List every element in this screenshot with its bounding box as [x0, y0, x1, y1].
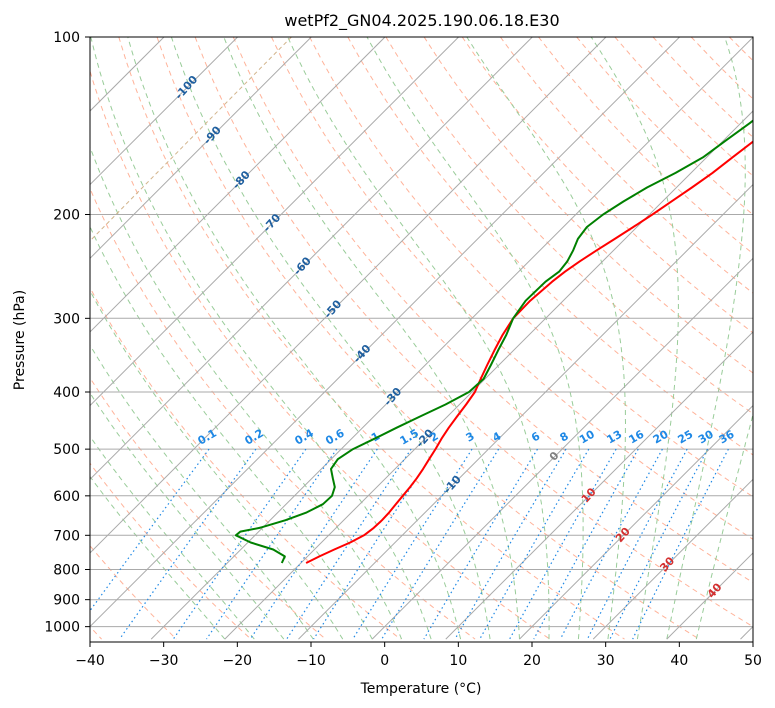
isotherm-line	[445, 331, 753, 640]
dry-adiabat-line	[90, 187, 476, 640]
x-tick-label: 30	[597, 653, 615, 669]
mixing-ratio-line	[609, 448, 709, 640]
dry-adiabat-line	[271, 37, 753, 540]
mixing-ratio-line	[381, 448, 500, 640]
mixing-ratio-line	[533, 448, 639, 640]
mixing-ratio-line	[479, 448, 590, 640]
isotherm-line	[371, 257, 753, 640]
moist-adiabat-line	[466, 37, 626, 640]
mixing-ratio-line	[559, 448, 663, 640]
plot-area: -100-90-80-70-60-50-40-30-20-100.1 0.2 0.4…	[90, 37, 753, 640]
mixing-ratio-line	[206, 448, 338, 640]
moist-adiabat-line	[666, 37, 746, 640]
dry-adiabat-line	[232, 37, 753, 584]
mixing-ratio-line	[249, 448, 378, 640]
isotherm-line	[592, 478, 753, 640]
y-tick-label: 200	[53, 208, 80, 224]
mixing-ratio-line	[454, 448, 567, 640]
moist-adiabat-line	[90, 392, 285, 640]
mixing-ratio-line	[423, 448, 539, 640]
isotherm-line	[90, 37, 533, 481]
isotherm-line	[298, 183, 753, 640]
y-tick-label: 500	[53, 442, 80, 458]
dry-adiabat-line	[118, 37, 625, 640]
moist-adiabat-line	[590, 37, 679, 640]
mixing-ratio-line	[90, 448, 210, 612]
isotherm-line	[90, 37, 386, 333]
dry-adiabat-line	[90, 462, 252, 640]
plot-frame	[89, 36, 754, 643]
dry-adiabat-line	[194, 37, 753, 628]
y-tick-label: 600	[53, 489, 80, 505]
dry-adiabat-line	[385, 37, 753, 415]
moist-adiabat-line	[90, 475, 226, 640]
mixing-ratio-line	[172, 448, 307, 640]
y-tick-label: 100	[53, 30, 80, 46]
x-tick-label: −20	[223, 653, 253, 669]
temperature-profile-line	[305, 140, 753, 564]
isotherm-line	[90, 37, 459, 407]
x-axis: −40 −30 −20 −10 0 10 20 30 40 50	[75, 642, 762, 669]
moist-adiabat-line	[366, 37, 584, 640]
dewpoint-profile-line	[234, 119, 753, 564]
isotherm-line	[90, 37, 607, 554]
moist-adiabat-line	[127, 37, 462, 640]
isotherm-line	[519, 404, 753, 640]
mixing-ratio-line	[313, 448, 437, 640]
mixing-ratio-line	[286, 448, 412, 640]
x-axis-title: Temperature (°C)	[360, 681, 482, 697]
dry-adiabat-line	[309, 37, 753, 498]
y-axis-title: Pressure (hPa)	[12, 290, 28, 390]
moist-adiabat-line	[223, 37, 520, 640]
dry-adiabat-line	[347, 37, 753, 456]
dry-adiabat-line	[90, 69, 551, 640]
y-tick-label: 1000	[44, 620, 80, 636]
moist-adiabat-line	[287, 37, 550, 640]
chart-title: wetPf2_GN04.2025.190.06.18.E30	[284, 11, 559, 31]
isotherm-line	[90, 37, 312, 260]
moist-adiabat-line	[90, 435, 255, 640]
isotherm-line	[90, 37, 238, 186]
dry-adiabat-line	[90, 376, 327, 640]
isotherm-line	[150, 37, 753, 640]
x-tick-label: 40	[670, 653, 688, 669]
mixing-ratio-line	[586, 448, 688, 640]
x-tick-label: 10	[449, 653, 467, 669]
x-tick-label: −10	[296, 653, 326, 669]
y-axis: 1000 900 800 700 600 500 400 300 200 100	[44, 30, 90, 636]
isotherm-line	[90, 37, 680, 628]
y-tick-label: 700	[53, 528, 80, 544]
mixing-ratio-line	[632, 448, 729, 640]
x-tick-label: 0	[380, 653, 389, 669]
moist-adiabat-line	[90, 225, 373, 640]
isotherm-line	[224, 110, 753, 640]
dry-adiabat-line	[90, 545, 177, 640]
x-tick-label: −40	[75, 653, 105, 669]
y-tick-label: 400	[53, 385, 80, 401]
y-tick-label: 800	[53, 563, 80, 579]
y-tick-label: 300	[53, 311, 80, 327]
y-tick-label: 900	[53, 593, 80, 609]
mixing-ratio-line	[509, 448, 617, 640]
moist-adiabat-line	[90, 37, 432, 640]
x-tick-label: 50	[744, 653, 762, 669]
x-tick-label: 20	[523, 653, 541, 669]
x-tick-label: −30	[149, 653, 179, 669]
